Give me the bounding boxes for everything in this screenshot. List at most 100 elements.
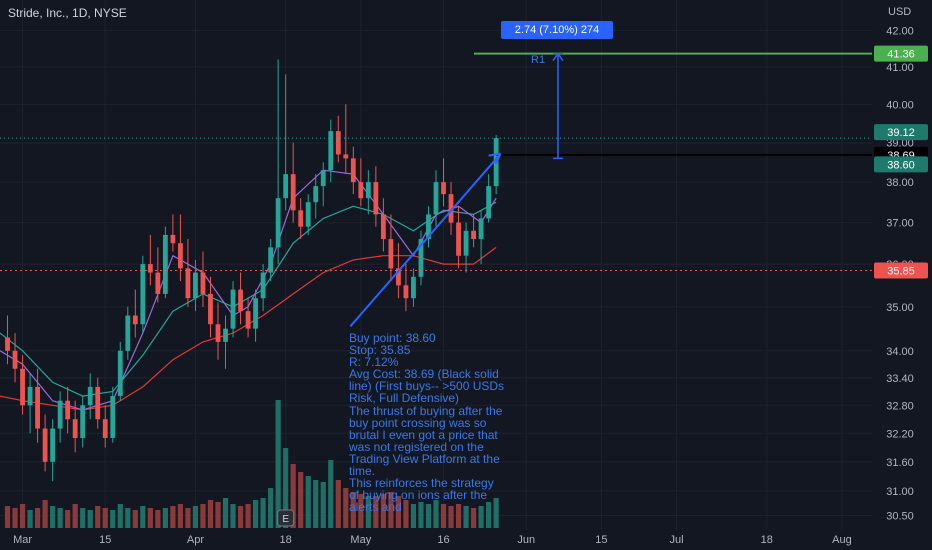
y-tick-label: 39.00 [886, 138, 914, 150]
price-tag-buy-point [874, 156, 928, 173]
y-tick-label: 31.60 [886, 457, 914, 469]
candle-body [463, 230, 469, 256]
volume-bar [493, 498, 499, 528]
volume-bar [4, 506, 11, 528]
x-tick-label: Mar [13, 534, 32, 546]
candle-body [320, 170, 326, 187]
volume-bar [275, 400, 281, 528]
candle-body [35, 386, 40, 429]
volume-bar [57, 508, 63, 528]
candle-body [42, 428, 48, 462]
candle-body [208, 293, 213, 325]
x-tick-label: Jun [517, 534, 535, 546]
candle-body [147, 264, 153, 273]
volume-bar [125, 508, 131, 528]
volume-bar [305, 476, 311, 528]
candle-body [298, 210, 304, 227]
price-tag-label-buy-point: 38.60 [887, 159, 915, 171]
candle-body [418, 239, 424, 277]
volume-bar [410, 504, 417, 528]
volume-bar [215, 502, 221, 528]
volume-bar [328, 460, 334, 528]
candle-body [290, 174, 296, 211]
y-tick-label: 30.50 [886, 511, 914, 523]
y-tick-label: 41.00 [886, 62, 914, 74]
measure-label[interactable]: 2.74 (7.10%) 274 [501, 21, 613, 39]
candle-body [396, 268, 401, 286]
volume-bar [140, 506, 146, 528]
volume-bar [403, 500, 409, 528]
candle-body [140, 264, 146, 325]
candle-body [87, 386, 93, 406]
volume-bar [298, 472, 304, 528]
y-tick-label: 35.00 [886, 302, 914, 314]
volume-bar [470, 508, 477, 528]
candle-body [260, 272, 266, 299]
volume-bar [245, 504, 251, 528]
candle-body [102, 419, 108, 438]
candle-body [283, 174, 289, 199]
volume-bar [34, 508, 41, 528]
volume-bar [102, 508, 108, 528]
candle-body [12, 350, 18, 369]
earnings-marker-label: E [282, 514, 289, 525]
volume-bar [110, 510, 116, 528]
candle-body [388, 239, 394, 269]
volume-bar [478, 506, 484, 528]
candle-body [110, 396, 116, 438]
volume-bar [395, 496, 402, 528]
volume-bar [343, 488, 349, 528]
candle-body [72, 419, 78, 438]
price-tag-label-stop: 35.85 [887, 265, 915, 277]
volume-bar [177, 504, 184, 528]
candle-body [50, 428, 56, 462]
candle-body [200, 272, 206, 294]
volume-bar [192, 506, 199, 528]
volume-bar [50, 506, 56, 528]
x-tick-label: Aug [832, 534, 852, 546]
volume-bar [425, 504, 432, 528]
x-tick-label: May [350, 534, 371, 546]
price-tag-last [874, 124, 928, 141]
candle-body [448, 194, 454, 223]
candle-body [426, 214, 431, 240]
candle-body [132, 315, 138, 325]
volume-bar [313, 480, 319, 528]
candle-body [313, 186, 319, 203]
volume-bar [358, 494, 364, 528]
y-tick-label: 34.00 [886, 346, 914, 358]
volume-bar [373, 496, 379, 528]
trade-note[interactable]: Buy point: 38.60 Stop: 35.85 R: 7.12% Av… [349, 332, 505, 515]
x-tick-label: Apr [187, 534, 204, 546]
candle-body [486, 186, 492, 219]
volume-bar [290, 464, 296, 528]
candle-body [380, 214, 386, 240]
y-tick-label: 37.00 [886, 218, 914, 230]
volume-bar [222, 498, 229, 528]
candle-body [80, 405, 86, 438]
x-tick-label: 15 [99, 534, 111, 546]
x-tick-label: 18 [280, 534, 292, 546]
candle-body [170, 234, 176, 244]
y-tick-label: 32.20 [886, 428, 914, 440]
volume-bar [455, 504, 462, 528]
volume-bar [207, 500, 214, 528]
candle-body [238, 289, 243, 312]
volume-bar [365, 496, 371, 528]
y-tick-label: 42.00 [886, 25, 914, 37]
candle-body [358, 182, 364, 199]
candle-body [456, 222, 461, 256]
candle-body [95, 386, 101, 420]
candle-body [223, 328, 228, 342]
candle-body [350, 158, 356, 183]
x-tick-label: Jul [670, 534, 684, 546]
volume-bar [87, 510, 93, 528]
x-tick-label: 15 [595, 534, 607, 546]
volume-bar [260, 498, 266, 528]
candle-body [335, 131, 341, 155]
volume-bar [268, 488, 274, 528]
price-tag-stop [874, 262, 928, 279]
currency-label: USD [888, 6, 912, 18]
trend-arrow-head [488, 152, 502, 165]
